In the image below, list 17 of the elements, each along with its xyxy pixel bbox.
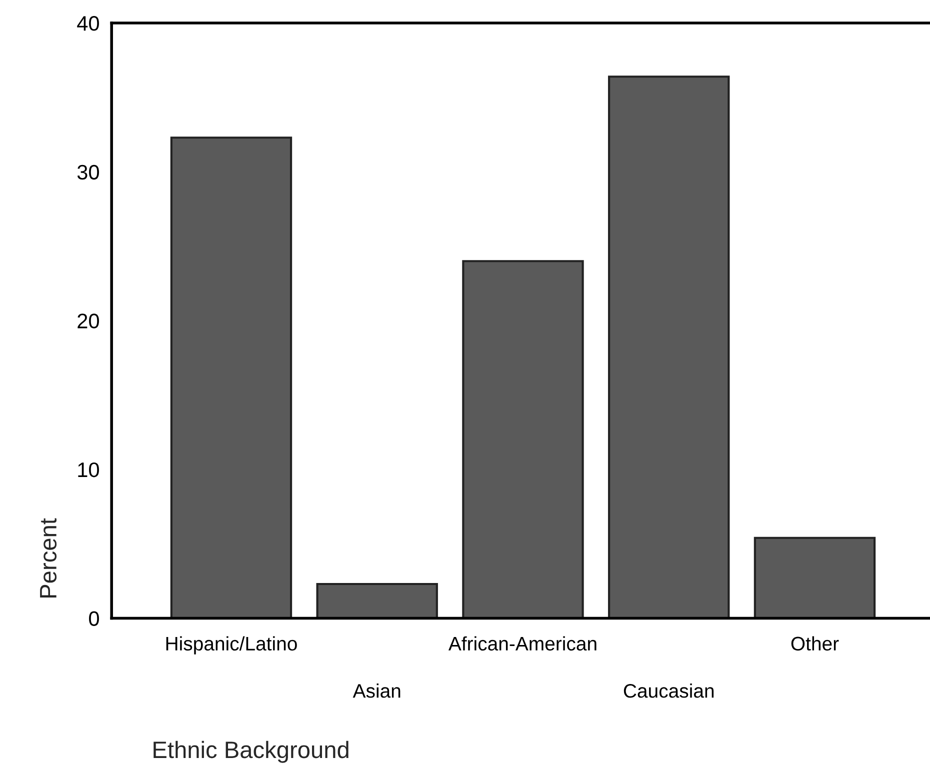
bar [316, 582, 438, 618]
x-tick-label: African-American [448, 636, 596, 651]
bar [462, 260, 584, 618]
bar [754, 536, 876, 618]
y-tick-label: 20 [78, 314, 99, 328]
y-tick-label: 40 [77, 16, 99, 31]
bar [170, 136, 292, 618]
x-tick-label: Hispanic/Latino [166, 636, 297, 654]
y-axis-title: Percent [40, 518, 57, 598]
x-tick-label: Caucasian [624, 684, 714, 698]
x-tick-label: Other [791, 636, 839, 651]
x-axis-title: Ethnic Background [154, 740, 348, 763]
x-tick-label: Asian [352, 684, 400, 698]
y-tick-label: 0 [89, 611, 99, 626]
bar [608, 76, 730, 618]
y-tick-label: 30 [77, 164, 99, 180]
y-tick-label: 10 [78, 462, 99, 478]
